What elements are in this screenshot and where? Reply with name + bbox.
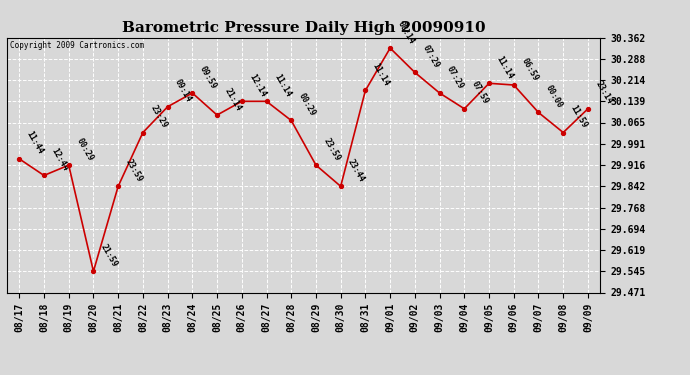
Text: 23:44: 23:44 xyxy=(346,158,366,183)
Point xyxy=(187,90,198,96)
Point xyxy=(88,268,99,274)
Point xyxy=(162,104,173,110)
Title: Barometric Pressure Daily High 20090910: Barometric Pressure Daily High 20090910 xyxy=(122,21,485,35)
Point xyxy=(236,98,247,104)
Text: 09:14: 09:14 xyxy=(173,78,193,104)
Point xyxy=(14,156,25,162)
Text: 11:14: 11:14 xyxy=(272,72,293,99)
Text: 23:14: 23:14 xyxy=(593,80,614,106)
Point xyxy=(63,162,75,168)
Point xyxy=(434,90,445,96)
Text: 23:29: 23:29 xyxy=(148,104,169,130)
Text: 00:00: 00:00 xyxy=(544,84,564,110)
Text: 09:59: 09:59 xyxy=(198,64,218,90)
Text: 00:29: 00:29 xyxy=(297,92,317,118)
Point xyxy=(509,82,520,88)
Text: 21:59: 21:59 xyxy=(99,242,119,268)
Text: 11:14: 11:14 xyxy=(495,54,515,81)
Point xyxy=(459,106,470,112)
Text: 23:59: 23:59 xyxy=(124,158,144,183)
Point xyxy=(484,80,495,86)
Text: 00:29: 00:29 xyxy=(75,136,95,162)
Point xyxy=(533,110,544,116)
Text: 11:14: 11:14 xyxy=(371,62,391,88)
Text: 08:14: 08:14 xyxy=(395,19,416,45)
Text: 12:44: 12:44 xyxy=(50,147,70,172)
Point xyxy=(286,117,297,123)
Text: 11:59: 11:59 xyxy=(569,104,589,130)
Text: 07:29: 07:29 xyxy=(420,44,441,70)
Point xyxy=(39,172,50,178)
Text: 23:59: 23:59 xyxy=(322,136,342,162)
Text: 11:44: 11:44 xyxy=(25,130,45,156)
Point xyxy=(335,183,346,189)
Text: 12:14: 12:14 xyxy=(247,72,268,99)
Point xyxy=(582,106,593,112)
Point xyxy=(112,183,124,189)
Point xyxy=(212,112,223,118)
Point xyxy=(261,98,272,104)
Text: 21:14: 21:14 xyxy=(223,86,243,112)
Text: Copyright 2009 Cartronics.com: Copyright 2009 Cartronics.com xyxy=(10,41,144,50)
Point xyxy=(310,162,322,168)
Text: 07:29: 07:29 xyxy=(445,64,466,90)
Point xyxy=(360,87,371,93)
Point xyxy=(558,129,569,135)
Point xyxy=(137,129,148,135)
Text: 07:59: 07:59 xyxy=(470,80,490,106)
Text: 06:59: 06:59 xyxy=(520,56,540,82)
Point xyxy=(384,45,395,51)
Point xyxy=(409,69,420,75)
